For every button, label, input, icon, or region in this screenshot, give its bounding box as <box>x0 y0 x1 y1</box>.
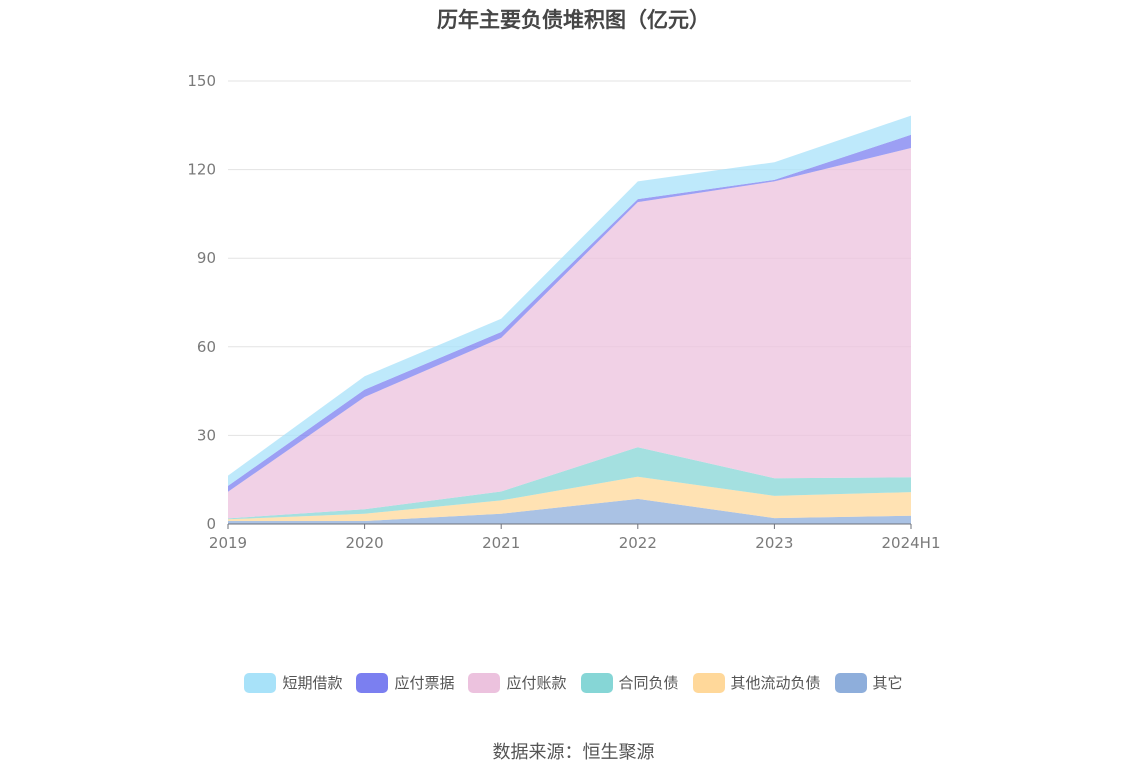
legend-label: 应付账款 <box>506 674 567 692</box>
legend-swatch <box>468 672 501 693</box>
x-tick-label: 2020 <box>346 534 384 552</box>
legend-label: 其他流动负债 <box>730 674 821 692</box>
legend: 短期借款 应付票据 应付账款 合同负债 其他流动负债 其它 <box>0 672 1147 693</box>
x-tick-label: 2023 <box>755 534 793 552</box>
area-series-0 <box>228 498 911 524</box>
x-tick-label: 2024H1 <box>882 534 941 552</box>
data-source-note: 数据来源：恒生聚源 <box>492 742 655 763</box>
y-tick-label: 0 <box>206 515 216 533</box>
stacked-area-chart: 0 30 60 90 120 150 2019 2020 2021 2022 2023 2024H1 <box>187 72 940 552</box>
y-tick-label: 90 <box>197 249 216 267</box>
legend-swatch <box>834 672 867 693</box>
chart-title: 历年主要负债堆积图（亿元） <box>437 8 710 32</box>
legend-swatch <box>244 672 277 693</box>
y-tick-label: 30 <box>197 426 216 444</box>
legend-swatch <box>692 672 725 693</box>
legend-label: 合同负债 <box>618 674 679 692</box>
y-tick-label: 150 <box>187 72 216 90</box>
legend-item[interactable]: 应付票据 <box>356 672 454 693</box>
area-series-layer <box>228 115 911 524</box>
area-series-5 <box>228 115 911 486</box>
y-tick-label: 60 <box>197 338 216 356</box>
y-tick-label: 120 <box>187 161 216 179</box>
legend-label: 其它 <box>872 674 903 692</box>
legend-item[interactable]: 短期借款 <box>244 672 342 693</box>
axes: 0 30 60 90 120 150 2019 2020 2021 2022 2023 2024H1 <box>187 72 940 552</box>
legend-item[interactable]: 应付账款 <box>468 672 567 693</box>
legend-item[interactable]: 其它 <box>834 672 903 693</box>
legend-label: 短期借款 <box>282 674 343 692</box>
legend-swatch <box>580 672 613 693</box>
x-tick-label: 2021 <box>482 534 520 552</box>
area-series-3 <box>228 148 911 519</box>
x-tick-label: 2022 <box>619 534 657 552</box>
legend-item[interactable]: 合同负债 <box>580 672 679 693</box>
legend-swatch <box>356 672 389 693</box>
area-series-2 <box>228 447 911 520</box>
x-tick-label: 2019 <box>209 534 247 552</box>
legend-item[interactable]: 其他流动负债 <box>692 672 821 693</box>
area-series-1 <box>228 476 911 521</box>
legend-label: 应付票据 <box>394 674 455 692</box>
